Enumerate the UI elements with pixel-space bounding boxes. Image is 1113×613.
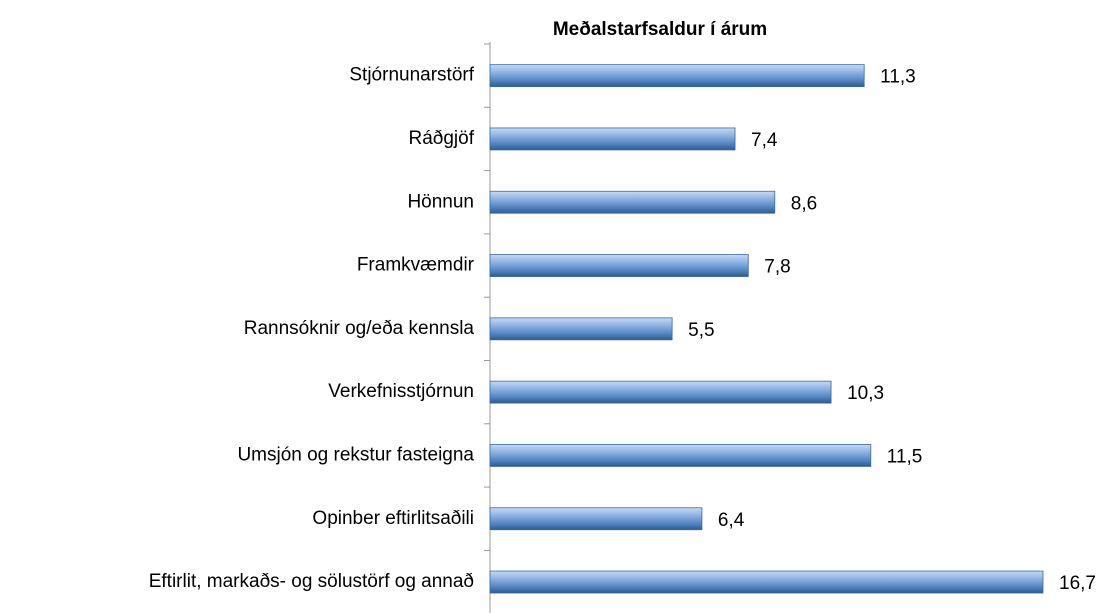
- category-label: Ráðgjöf: [409, 128, 475, 149]
- bar: [489, 444, 872, 467]
- bar: [489, 64, 865, 88]
- category-label: Stjórnunarstörf: [349, 65, 474, 86]
- category-label: Opinber eftirlitsaðili: [312, 508, 474, 529]
- bar: [489, 127, 736, 151]
- bar: [489, 507, 703, 531]
- category-label: Rannsóknir og/eða kennsla: [244, 318, 475, 339]
- value-label: 11,5: [887, 446, 923, 467]
- bar: [489, 317, 673, 341]
- value-label: 6,4: [718, 510, 745, 531]
- chart-title: Meðalstarfsaldur í árum: [553, 19, 767, 40]
- category-label: Framkvæmdir: [357, 255, 475, 276]
- value-label: 11,3: [880, 67, 916, 88]
- category-label: Eftirlit, markaðs- og sölustörf og annað: [149, 571, 474, 592]
- value-label: 7,4: [751, 130, 778, 151]
- category-label: Hönnun: [407, 191, 474, 212]
- bar: [489, 570, 1044, 594]
- category-label: Umsjón og rekstur fasteigna: [237, 444, 474, 465]
- bar: [489, 190, 776, 214]
- bar: [489, 380, 832, 404]
- value-label: 10,3: [847, 383, 884, 404]
- value-label: 16,7: [1059, 573, 1096, 594]
- bar: [489, 254, 749, 277]
- value-label: 8,6: [791, 193, 817, 214]
- category-label: Verkefnisstjórnun: [328, 381, 474, 402]
- value-label: 7,8: [764, 257, 790, 278]
- value-label: 5,5: [688, 320, 714, 341]
